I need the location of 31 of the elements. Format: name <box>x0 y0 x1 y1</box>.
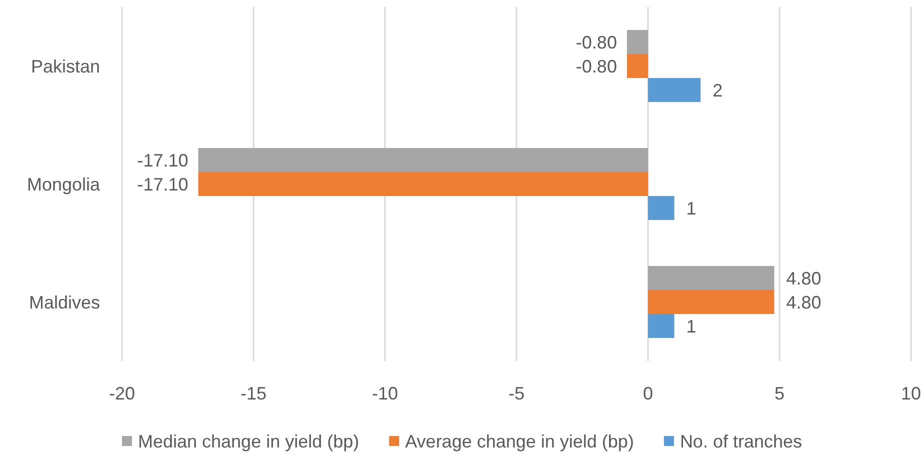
x-tick-label: 0 <box>642 383 654 404</box>
data-label: -0.80 <box>576 32 617 52</box>
data-label: 4.80 <box>786 268 822 288</box>
data-label: 1 <box>686 198 696 218</box>
legend-label: No. of tranches <box>680 431 802 452</box>
data-label: 1 <box>686 316 696 336</box>
bar <box>648 314 674 338</box>
data-label: -17.10 <box>137 150 188 170</box>
bar <box>626 54 648 78</box>
x-tick-label: -10 <box>372 383 398 404</box>
y-tick-label: Mongolia <box>26 174 101 194</box>
legend-label: Average change in yield (bp) <box>405 431 634 452</box>
data-label: -0.80 <box>576 56 617 76</box>
y-tick-label: Maldives <box>28 292 100 312</box>
bar <box>648 196 674 220</box>
bar <box>198 172 648 196</box>
bar <box>648 266 774 290</box>
data-label: 4.80 <box>786 292 822 312</box>
bar <box>648 78 701 102</box>
legend-label: Median change in yield (bp) <box>138 431 360 452</box>
data-label: 2 <box>712 80 723 100</box>
data-label: -17.10 <box>137 174 188 194</box>
x-tick-label: 10 <box>900 383 922 404</box>
bar <box>198 148 648 172</box>
bar <box>626 30 648 54</box>
y-tick-label: Pakistan <box>30 56 100 76</box>
bar <box>648 290 774 314</box>
x-tick-label: -15 <box>240 383 267 404</box>
x-tick-label: -5 <box>508 383 525 404</box>
x-tick-label: 5 <box>774 383 785 404</box>
x-tick-label: -20 <box>108 383 136 404</box>
